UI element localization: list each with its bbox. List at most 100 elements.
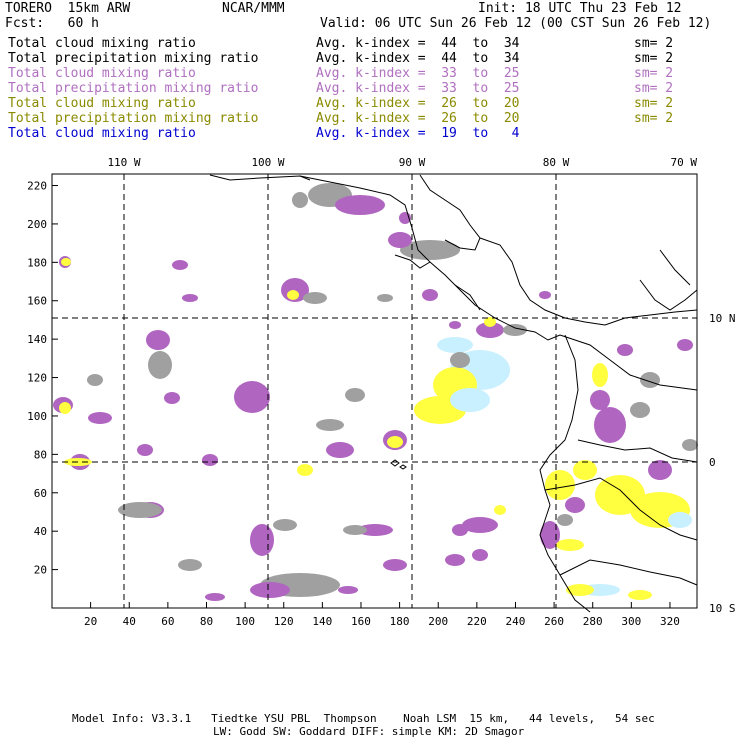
purple-shade-cell bbox=[146, 330, 170, 350]
legend-kindex: Avg. k-index = 19 to 4 bbox=[316, 126, 520, 141]
yellow-shade-cell bbox=[573, 460, 597, 480]
x-tick-label: 320 bbox=[660, 615, 680, 628]
x-tick-label: 40 bbox=[123, 615, 136, 628]
purple-shade-cell bbox=[383, 559, 407, 571]
y-tick-label: 200 bbox=[27, 218, 47, 231]
x-tick-label: 260 bbox=[544, 615, 564, 628]
forecast-hour: Fcst: 60 h bbox=[5, 16, 99, 31]
purple-shade-cell bbox=[648, 460, 672, 480]
gray-shade-cell bbox=[273, 519, 297, 531]
purple-shade-cell bbox=[472, 549, 488, 561]
legend-field: Total cloud mixing ratio bbox=[8, 66, 196, 81]
legend-kindex: Avg. k-index = 44 to 34 bbox=[316, 51, 520, 66]
legend-sm: sm= 2 bbox=[634, 96, 674, 111]
purple-shade-cell bbox=[565, 497, 585, 513]
lat-lon-grid bbox=[52, 174, 697, 608]
legend-kindex: Avg. k-index = 33 to 25 bbox=[316, 66, 520, 81]
longitude-labels: 110 W 100 W 90 W 80 W 70 W bbox=[107, 156, 697, 169]
longitude-label: 70 W bbox=[671, 156, 698, 169]
purple-shade-cell bbox=[335, 195, 385, 215]
yellow-shade-cell bbox=[628, 590, 652, 600]
cyan-shade-cell bbox=[668, 512, 692, 528]
purple-shade-cell bbox=[338, 586, 358, 594]
legend-sm: sm= 2 bbox=[634, 66, 674, 81]
purple-shade-cell bbox=[388, 232, 412, 248]
legend-kindex: Avg. k-index = 33 to 25 bbox=[316, 81, 520, 96]
purple-shade-cell bbox=[326, 442, 354, 458]
x-tick-label: 80 bbox=[200, 615, 213, 628]
purple-shade-cell bbox=[452, 524, 468, 536]
legend-field: Total cloud mixing ratio bbox=[8, 96, 196, 111]
gray-shade-cell bbox=[178, 559, 202, 571]
gray-shade-cell bbox=[503, 324, 527, 336]
gray-shade-cell bbox=[345, 388, 365, 402]
x-tick-label: 120 bbox=[274, 615, 294, 628]
purple-shade-cell bbox=[357, 524, 393, 536]
gray-shade-cell bbox=[377, 294, 393, 302]
legend-sm: sm= 2 bbox=[634, 81, 674, 96]
y-axis-ticks: 20 40 60 80 100 120 140 160 180 200 220 bbox=[27, 180, 58, 577]
yellow-shade-cell bbox=[566, 584, 594, 596]
y-tick-label: 40 bbox=[34, 525, 47, 538]
legend-kindex: Avg. k-index = 26 to 20 bbox=[316, 111, 520, 126]
purple-shade-cell bbox=[594, 407, 626, 443]
forecast-map: 20 40 60 80 100 120 140 160 180 200 220 240 260 280 30… bbox=[27, 156, 736, 628]
purple-shade-cell bbox=[677, 339, 693, 351]
purple-shade-cell bbox=[540, 521, 560, 549]
purple-shade-cell bbox=[172, 260, 188, 270]
y-tick-label: 100 bbox=[27, 410, 47, 423]
gray-shade-cell bbox=[450, 352, 470, 368]
longitude-label: 100 W bbox=[251, 156, 284, 169]
purple-shade-cell bbox=[205, 593, 225, 601]
gray-shade-cell bbox=[682, 439, 698, 451]
gray-shade-cell bbox=[87, 374, 103, 386]
latitude-label: 10 N bbox=[709, 312, 736, 325]
purple-shade-cell bbox=[590, 390, 610, 410]
x-tick-label: 20 bbox=[84, 615, 97, 628]
x-tick-label: 300 bbox=[621, 615, 641, 628]
legend-kindex: Avg. k-index = 44 to 34 bbox=[316, 36, 520, 51]
y-tick-label: 60 bbox=[34, 487, 47, 500]
x-tick-label: 240 bbox=[506, 615, 526, 628]
y-tick-label: 120 bbox=[27, 372, 47, 385]
legend-sm: sm= 2 bbox=[634, 51, 674, 66]
legend-field: Total precipitation mixing ratio bbox=[8, 81, 259, 96]
yellow-shade-cell bbox=[484, 317, 496, 327]
x-tick-label: 160 bbox=[351, 615, 371, 628]
center-label: NCAR/MMM bbox=[222, 1, 285, 16]
gray-shade-cell bbox=[316, 419, 344, 431]
purple-shade-cell bbox=[88, 412, 112, 424]
yellow-shade-cell bbox=[494, 505, 506, 515]
legend-field: Total cloud mixing ratio bbox=[8, 126, 196, 141]
purple-shade-cell bbox=[449, 321, 461, 329]
purple-shade-cell bbox=[476, 322, 504, 338]
purple-shade-cell bbox=[539, 291, 551, 299]
yellow-shade-cell bbox=[287, 290, 299, 300]
gray-shade-cell bbox=[343, 525, 367, 535]
x-axis-ticks: 20 40 60 80 100 120 140 160 180 200 220 240 260 280 30… bbox=[84, 602, 680, 628]
yellow-shade-cell bbox=[556, 539, 584, 551]
legend-field: Total cloud mixing ratio bbox=[8, 36, 196, 51]
legend-field: Total precipitation mixing ratio bbox=[8, 111, 259, 126]
x-tick-label: 180 bbox=[390, 615, 410, 628]
yellow-shade-cell bbox=[592, 363, 608, 387]
yellow-shade-cell bbox=[59, 402, 71, 414]
purple-shade-cell bbox=[445, 554, 465, 566]
longitude-label: 110 W bbox=[107, 156, 140, 169]
yellow-shade-cell bbox=[61, 258, 71, 266]
purple-shade-cell bbox=[182, 294, 198, 302]
purple-shade-cell bbox=[462, 517, 498, 533]
cloud-field-shading bbox=[53, 183, 698, 601]
purple-shade-cell bbox=[250, 582, 290, 598]
purple-shade-cell bbox=[202, 454, 218, 466]
gray-shade-cell bbox=[630, 402, 650, 418]
purple-shade-cell bbox=[234, 381, 270, 413]
y-tick-label: 220 bbox=[27, 180, 47, 193]
model-info-line1: Model Info: V3.3.1 Tiedtke YSU PBL Thomp… bbox=[72, 712, 655, 725]
gray-shade-cell bbox=[557, 514, 573, 526]
purple-shade-cell bbox=[422, 289, 438, 301]
model-info-line2: LW: Godd SW: Goddard DIFF: simple KM: 2D… bbox=[213, 725, 525, 738]
yellow-shade-cell bbox=[545, 470, 575, 500]
y-tick-label: 20 bbox=[34, 564, 47, 577]
latitude-label: 0 bbox=[709, 456, 716, 469]
